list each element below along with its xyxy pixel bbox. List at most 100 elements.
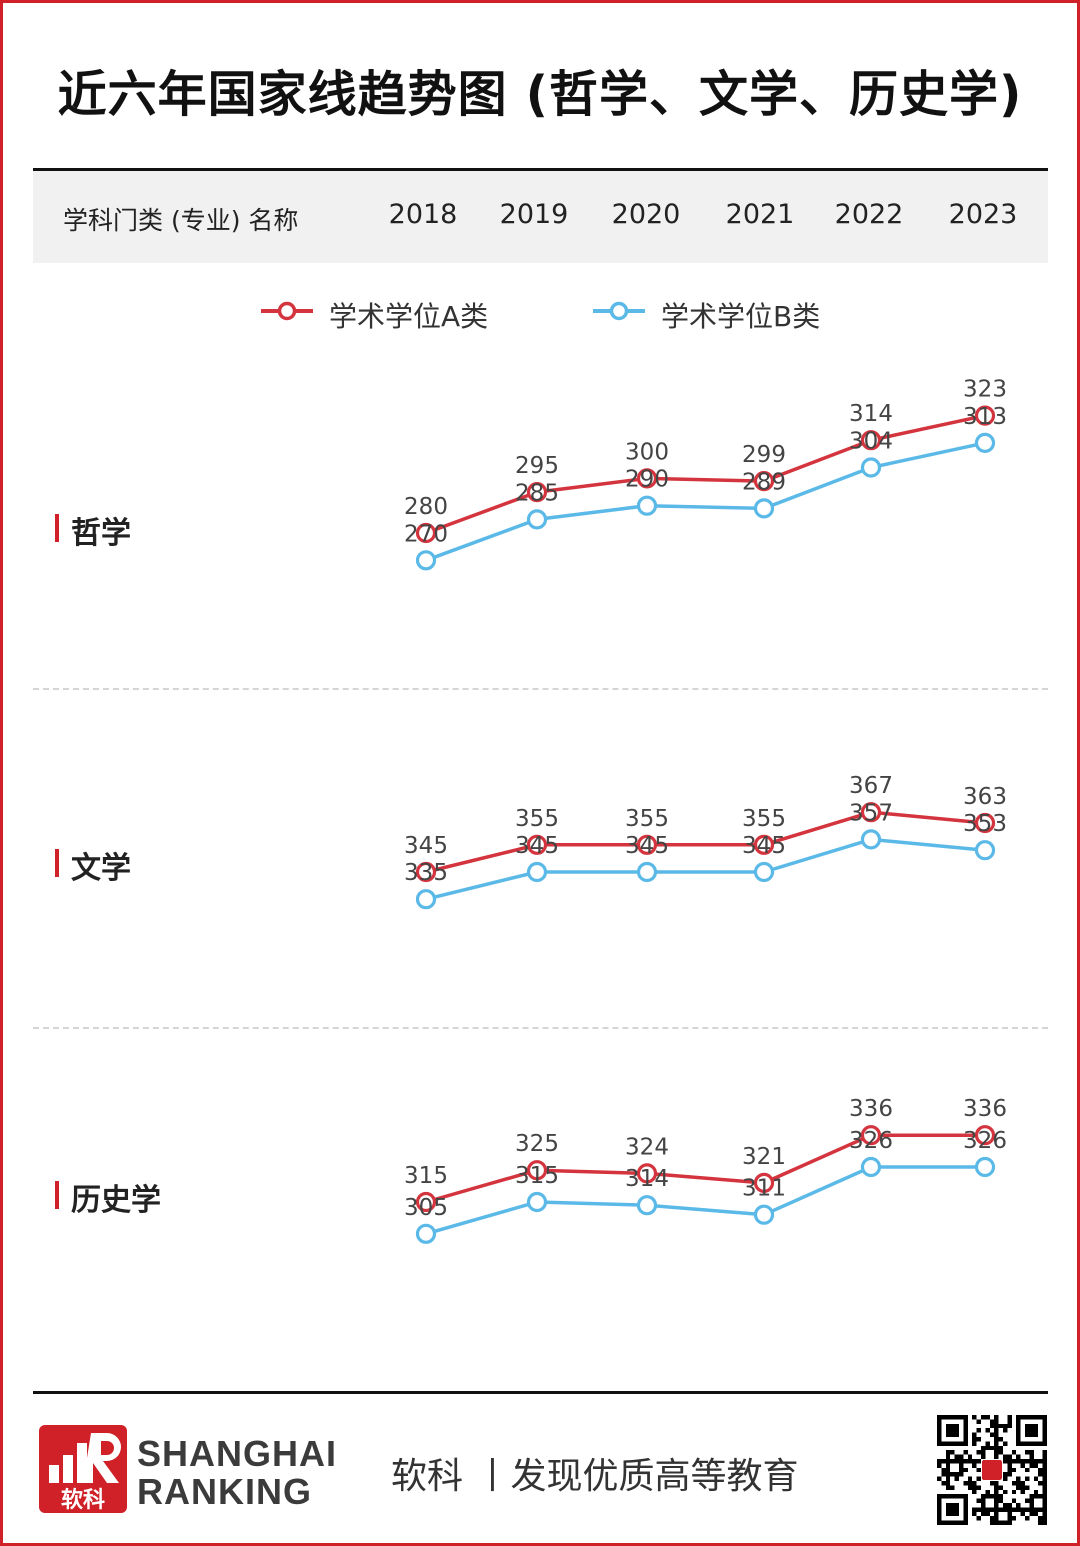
data-point-b: [415, 889, 437, 910]
qr-code-icon[interactable]: [937, 1415, 1047, 1525]
data-point-b: [860, 457, 882, 478]
data-point-b: [526, 861, 548, 883]
data-label-b: 270: [404, 521, 448, 547]
data-label-a: 295: [515, 453, 559, 479]
page-title: 近六年国家线趋势图 (哲学、文学、历史学): [57, 66, 1023, 123]
data-point-a: [860, 802, 882, 823]
data-point-b: [753, 1204, 775, 1225]
data-point-b: [526, 509, 548, 530]
data-point-a: [526, 1160, 548, 1181]
data-point-a: [753, 471, 775, 492]
data-label-a: 325: [515, 1131, 559, 1157]
data-point-b: [415, 1223, 437, 1244]
data-point-a: [415, 522, 437, 544]
year-header-2021: 2021: [725, 199, 795, 230]
data-point-b: [974, 1156, 996, 1178]
brand-line-2: RANKING: [137, 1471, 312, 1512]
data-label-a: 336: [849, 1096, 893, 1122]
series-line-a: [425, 413, 986, 535]
subject-name: 文学: [71, 851, 131, 886]
data-label-b: 345: [515, 833, 559, 859]
data-point-b: [415, 550, 437, 571]
legend-swatch-series-a: [261, 301, 313, 321]
data-label-a: 324: [625, 1134, 669, 1160]
header-top-rule: [33, 168, 1048, 171]
data-label-a: 315: [404, 1163, 448, 1189]
legend-swatch-series-b: [593, 301, 645, 321]
shanghairanking-logo-icon: 软科: [39, 1425, 127, 1513]
data-label-a: 336: [963, 1096, 1007, 1122]
series-line-b: [425, 1165, 985, 1236]
data-point-a: [753, 834, 775, 855]
data-point-a: [636, 1163, 658, 1184]
data-point-a: [974, 812, 996, 834]
footer-rule: [33, 1391, 1048, 1394]
data-label-a: 280: [404, 494, 448, 520]
data-label-a: 314: [849, 401, 893, 427]
data-point-a: [526, 482, 548, 503]
legend-label-series-a: 学术学位A类: [329, 300, 489, 333]
data-point-b: [636, 1195, 658, 1216]
data-label-a: 323: [963, 377, 1007, 403]
data-point-a: [415, 861, 437, 883]
data-label-b: 304: [849, 429, 893, 455]
data-point-a: [974, 1125, 996, 1146]
data-label-b: 315: [515, 1163, 559, 1189]
brand-name: SHANGHAI RANKING: [137, 1435, 337, 1511]
logo-text: 软科: [61, 1487, 105, 1513]
year-header-2019: 2019: [499, 199, 569, 230]
data-label-b: 314: [625, 1166, 669, 1192]
data-point-a: [526, 834, 548, 855]
data-point-b: [974, 432, 996, 453]
data-point-b: [526, 1191, 548, 1213]
subject-name: 历史学: [71, 1183, 161, 1218]
subject-marker: [55, 514, 59, 542]
series-line-a: [425, 810, 986, 874]
subject-marker: [55, 849, 59, 877]
legend-label-series-b: 学术学位B类: [661, 300, 821, 333]
data-point-b: [636, 861, 658, 883]
section-divider: [33, 1027, 1048, 1029]
subject-column-header: 学科门类 (专业) 名称: [63, 206, 299, 235]
chart-panel-philosophy: 280 295 300 299 314 323 270 285 290 289 304 313: [404, 377, 1007, 571]
year-header-2018: 2018: [388, 199, 458, 230]
footer-slogan: 软科 丨发现优质高等教育: [391, 1456, 799, 1497]
data-point-b: [636, 495, 658, 516]
data-label-b: 326: [849, 1128, 893, 1154]
data-label-a: 363: [963, 784, 1007, 810]
data-label-b: 313: [963, 404, 1007, 430]
data-label-b: 311: [742, 1176, 786, 1202]
data-label-a: 367: [849, 773, 893, 799]
year-header-2020: 2020: [611, 199, 681, 230]
data-point-a: [974, 405, 996, 426]
series-line-b: [425, 441, 986, 562]
charts-svg: 280 295 300 299 314 323 270 285 290 289 304 313 345…: [404, 377, 1007, 1244]
data-label-b: 345: [625, 833, 669, 859]
data-label-b: 345: [742, 833, 786, 859]
data-label-b: 357: [849, 800, 893, 826]
subject-marker: [55, 1181, 59, 1209]
data-point-a: [860, 430, 882, 451]
data-point-b: [860, 1156, 882, 1178]
data-label-b: 285: [515, 480, 559, 506]
data-label-b: 305: [404, 1195, 448, 1221]
data-point-b: [753, 861, 775, 883]
data-label-b: 335: [404, 860, 448, 886]
chart-legend: 学术学位A类 学术学位B类: [3, 291, 1077, 335]
data-label-a: 345: [404, 833, 448, 859]
year-header-2023: 2023: [948, 199, 1018, 230]
data-label-a: 355: [625, 806, 669, 832]
data-label-a: 321: [742, 1144, 786, 1170]
data-point-a: [753, 1172, 775, 1194]
data-label-a: 300: [625, 439, 669, 465]
data-point-b: [753, 498, 775, 519]
data-point-a: [636, 468, 658, 489]
data-label-b: 353: [963, 811, 1007, 837]
series-line-a: [425, 1133, 985, 1204]
year-header-bar: 学科门类 (专业) 名称 2018 2019 2020 2021 2022 20…: [33, 171, 1048, 263]
data-label-b: 289: [742, 469, 786, 495]
data-point-b: [974, 840, 996, 861]
data-point-a: [860, 1125, 882, 1146]
data-label-b: 326: [963, 1128, 1007, 1154]
